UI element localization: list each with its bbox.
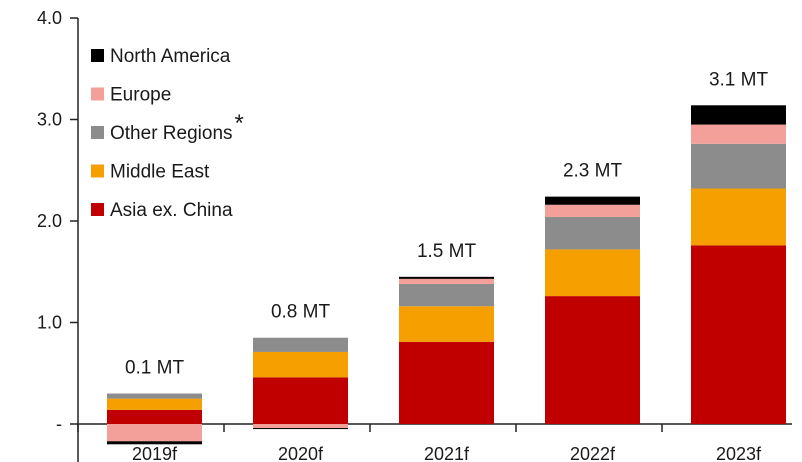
bar-segment-north-america-2022f: [545, 196, 640, 205]
legend-label: Middle East: [110, 162, 210, 183]
bar-segment-middle-east-2023f: [691, 188, 786, 246]
x-category-label: 2021f: [424, 444, 470, 462]
bar-segment-other-regions-2022f: [545, 216, 640, 250]
bar-segment-middle-east-2022f: [545, 249, 640, 297]
x-category-label: 2023f: [716, 444, 762, 462]
x-category-label: 2020f: [278, 444, 324, 462]
legend: North America Europe Other Regions * Middle …: [91, 46, 244, 221]
y-tick-label: 2.0: [37, 211, 62, 231]
bar-total-label: 2.3 MT: [563, 161, 623, 182]
bar-segment-north-america-2023f: [691, 105, 786, 125]
bar-segment-asia-ex-china-2021f: [399, 341, 494, 424]
legend-swatch: [91, 49, 104, 62]
bar-segment-europe-2023f: [691, 124, 786, 144]
bar-segment-asia-ex-china-2020f: [253, 377, 348, 424]
bar-segment-other-regions-2023f: [691, 143, 786, 189]
bar-segment-middle-east-2019f: [107, 398, 202, 410]
bar-segment-middle-east-2021f: [399, 306, 494, 342]
bar-segment-asia-ex-china-2023f: [691, 245, 786, 424]
bar-total-label: 1.5 MT: [417, 241, 477, 262]
bar-total-label: 0.8 MT: [271, 302, 331, 323]
legend-label: North America: [110, 46, 231, 67]
x-category-label: 2019f: [132, 444, 178, 462]
legend-swatch: [91, 164, 104, 178]
bar-total-label: 3.1 MT: [709, 69, 769, 90]
bar-segment-europe-2020f: [253, 424, 348, 429]
bar-segment-other-regions-2019f: [107, 393, 202, 399]
legend-swatch: [91, 203, 104, 216]
labels-layer: 2019f 0.1 MT 2020f 0.8 MT 2021f 1.5 MT 2022f 2.…: [125, 69, 769, 462]
y-tick-label: 4.0: [37, 8, 62, 28]
bar-segment-north-america-2019f: [107, 441, 202, 445]
bars-layer: [107, 105, 786, 445]
legend-swatch: [91, 126, 104, 139]
bar-segment-europe-2022f: [545, 204, 640, 217]
legend-label: Europe: [110, 85, 171, 106]
y-tick-label: 1.0: [37, 313, 62, 333]
legend-label: Asia ex. China: [110, 200, 233, 221]
bar-segment-other-regions-2021f: [399, 283, 494, 307]
footnote-asterisk: *: [235, 110, 244, 137]
bar-segment-north-america-2021f: [399, 276, 494, 279]
bar-segment-middle-east-2020f: [253, 351, 348, 378]
bar-segment-europe-2019f: [107, 424, 202, 442]
bar-segment-north-america-2020f: [253, 428, 348, 430]
bar-segment-asia-ex-china-2022f: [545, 296, 640, 424]
bar-total-label: 0.1 MT: [125, 358, 185, 379]
y-tick-label: 3.0: [37, 110, 62, 130]
bar-segment-europe-2021f: [399, 278, 494, 284]
x-category-label: 2022f: [570, 444, 616, 462]
bar-segment-other-regions-2020f: [253, 337, 348, 352]
legend-label: Other Regions: [110, 123, 233, 144]
y-tick-label: -: [56, 414, 62, 434]
bar-segment-asia-ex-china-2019f: [107, 409, 202, 424]
legend-swatch: [91, 87, 104, 101]
